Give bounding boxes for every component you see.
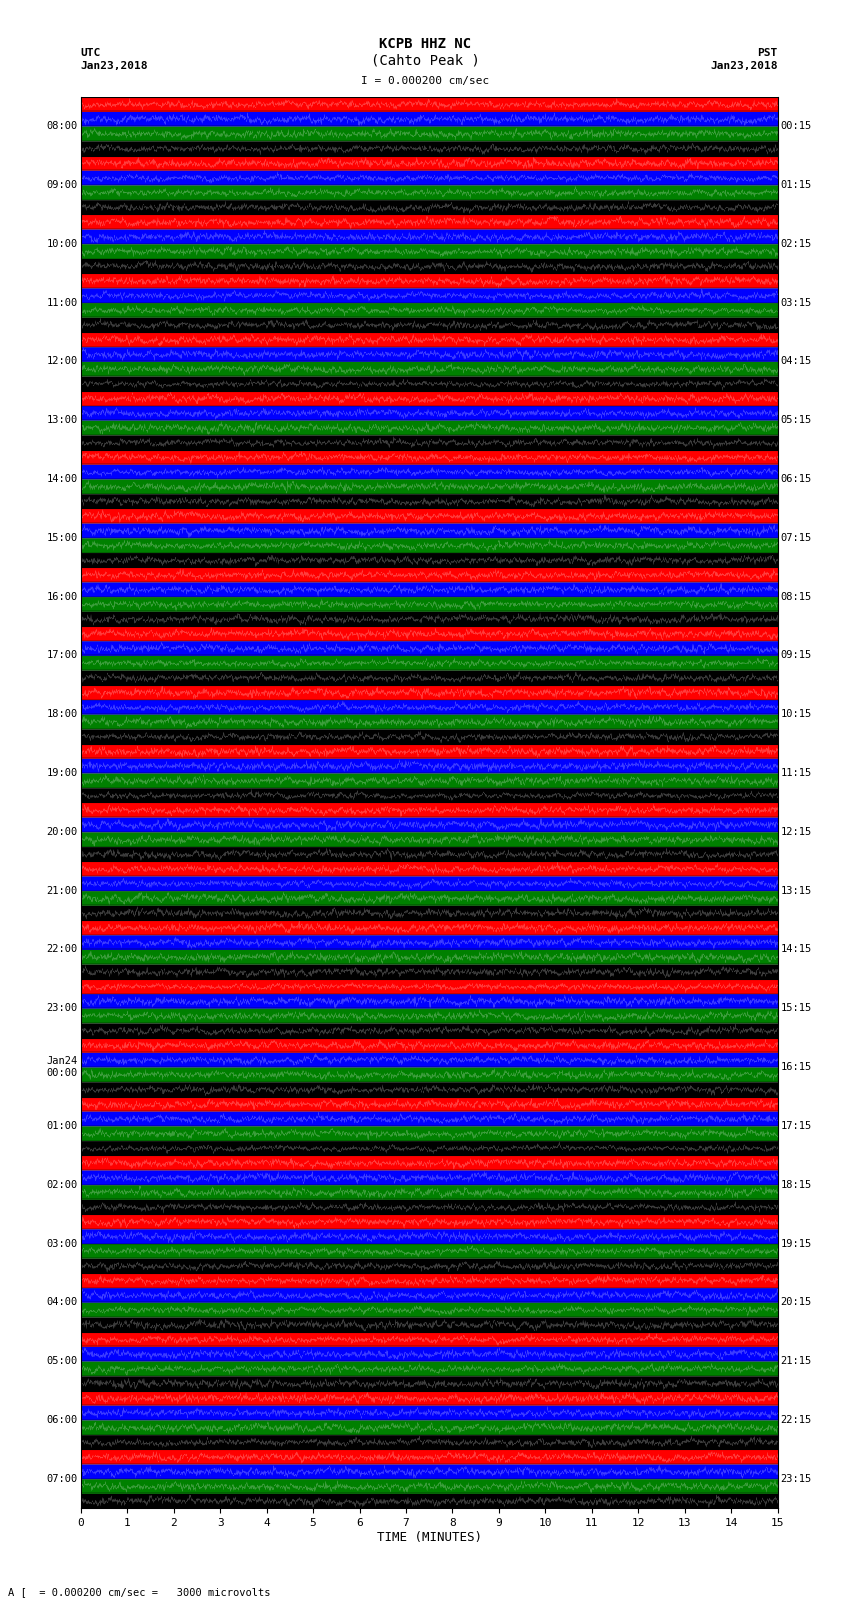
Text: Jan23,2018: Jan23,2018 xyxy=(81,61,148,71)
Text: (Cahto Peak ): (Cahto Peak ) xyxy=(371,53,479,68)
Text: PST: PST xyxy=(757,48,778,58)
X-axis label: TIME (MINUTES): TIME (MINUTES) xyxy=(377,1531,482,1544)
Text: KCPB HHZ NC: KCPB HHZ NC xyxy=(379,37,471,52)
Text: UTC: UTC xyxy=(81,48,101,58)
Text: I = 0.000200 cm/sec: I = 0.000200 cm/sec xyxy=(361,76,489,85)
Text: A [  = 0.000200 cm/sec =   3000 microvolts: A [ = 0.000200 cm/sec = 3000 microvolts xyxy=(8,1587,271,1597)
Text: Jan23,2018: Jan23,2018 xyxy=(711,61,778,71)
